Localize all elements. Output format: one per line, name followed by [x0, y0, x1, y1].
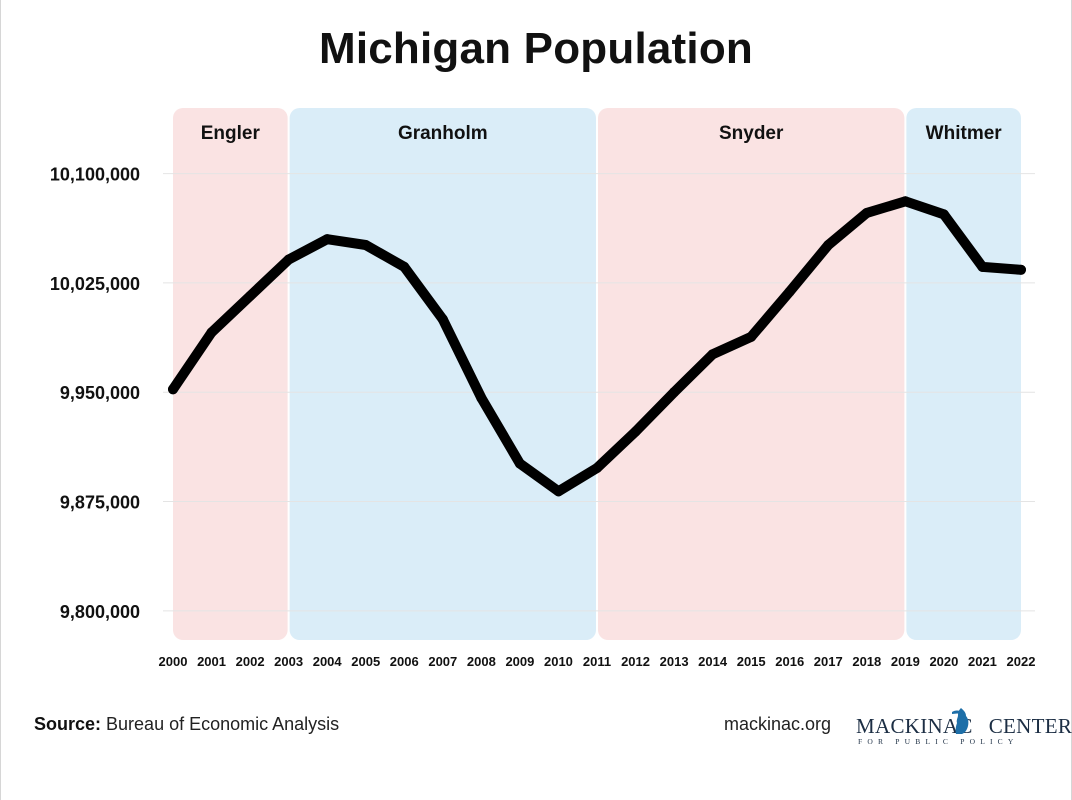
x-tick-label: 2009 [505, 654, 534, 669]
x-tick-label: 2002 [236, 654, 265, 669]
data-point-2011 [592, 463, 602, 474]
band-granholm [289, 108, 596, 640]
data-point-2005 [360, 240, 371, 251]
data-point-2014 [707, 349, 718, 360]
x-tick-label: 2020 [929, 654, 958, 669]
data-point-2009 [514, 458, 525, 469]
data-point-2019 [900, 196, 911, 207]
band-snyder [598, 108, 905, 640]
band-label-granholm: Granholm [398, 123, 488, 144]
x-tick-label: 2010 [544, 654, 573, 669]
frame-left-edge [0, 0, 1, 800]
x-tick-label: 2006 [390, 654, 419, 669]
band-engler [173, 108, 288, 640]
data-point-2015 [746, 331, 757, 342]
x-tick-label: 2014 [698, 654, 728, 669]
x-tick-label: 2018 [852, 654, 881, 669]
chart-title: Michigan Population [318, 24, 753, 73]
data-point-2021 [977, 261, 988, 272]
data-point-2004 [322, 234, 333, 245]
source-note: Source: Bureau of Economic Analysis [34, 714, 339, 735]
x-tick-label: 2017 [814, 654, 843, 669]
x-tick-label: 2003 [274, 654, 303, 669]
data-point-2003 [283, 254, 294, 265]
x-tick-label: 2007 [428, 654, 457, 669]
x-tick-label: 2022 [1007, 654, 1036, 669]
y-tick-label: 10,100,000 [50, 165, 140, 185]
x-tick-label: 2013 [660, 654, 689, 669]
mackinac-center-logo: MACKINAC CENTER FOR PUBLIC POLICY [856, 704, 1072, 748]
x-tick-label: 2015 [737, 654, 766, 669]
x-tick-label: 2008 [467, 654, 496, 669]
data-point-2001 [206, 327, 217, 338]
logo-word-right: CENTER [988, 714, 1072, 738]
data-point-2018 [861, 207, 872, 218]
data-point-2000 [168, 384, 178, 395]
y-tick-label: 9,800,000 [60, 602, 140, 622]
data-point-2007 [437, 314, 448, 325]
y-tick-label: 9,875,000 [60, 493, 140, 513]
band-label-snyder: Snyder [719, 123, 784, 144]
source-text: Bureau of Economic Analysis [101, 714, 340, 734]
logo-word-left: MACKINAC [856, 714, 973, 738]
data-point-2002 [245, 291, 256, 302]
band-label-whitmer: Whitmer [926, 123, 1003, 144]
x-tick-label: 2000 [159, 654, 188, 669]
data-point-2017 [823, 240, 834, 251]
x-tick-label: 2016 [775, 654, 804, 669]
band-whitmer [906, 108, 1021, 640]
data-point-2006 [399, 261, 410, 272]
x-tick-label: 2001 [197, 654, 226, 669]
y-tick-label: 10,025,000 [50, 274, 140, 294]
data-point-2020 [938, 209, 949, 220]
data-point-2008 [476, 393, 487, 404]
data-point-2010 [553, 486, 564, 497]
x-tick-label: 2011 [583, 654, 611, 669]
x-tick-label: 2004 [313, 654, 343, 669]
x-tick-label: 2019 [891, 654, 920, 669]
data-point-2013 [669, 387, 680, 398]
x-tick-label: 2005 [351, 654, 380, 669]
x-tick-label: 2012 [621, 654, 650, 669]
source-label: Source: [34, 714, 102, 734]
x-tick-label: 2021 [968, 654, 997, 669]
population-chart: Engler Granholm Snyder Whitmer 9,800,000 9,8… [50, 108, 1036, 669]
michigan-map-icon [952, 708, 969, 734]
data-point-2012 [630, 426, 641, 437]
band-label-engler: Engler [201, 123, 261, 144]
data-point-2022 [1016, 264, 1026, 275]
logo-wordmark: MACKINAC CENTER [856, 714, 1072, 739]
logo-tagline: FOR PUBLIC POLICY [858, 737, 1019, 746]
website-link[interactable]: mackinac.org [724, 714, 832, 734]
data-point-2016 [784, 286, 795, 297]
y-tick-label: 9,950,000 [60, 383, 140, 403]
